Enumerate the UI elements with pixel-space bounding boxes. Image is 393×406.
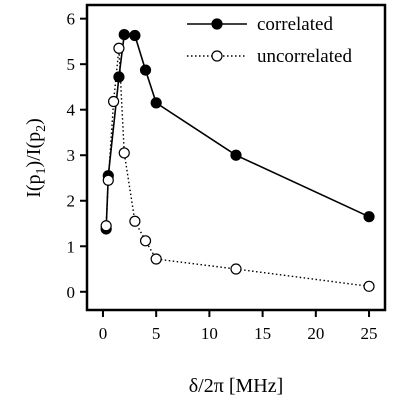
data-point-correlated <box>129 29 141 42</box>
y-label-part-2: )/I(p <box>23 132 45 168</box>
legend: correlated uncorrelated <box>187 14 352 67</box>
data-point-uncorrelated <box>150 253 162 265</box>
data-point-uncorrelated <box>129 215 141 227</box>
y-tick-label: 1 <box>67 237 76 256</box>
data-point-uncorrelated <box>230 263 242 275</box>
x-tick-label: 25 <box>361 324 378 343</box>
plot-frame <box>85 3 387 312</box>
data-point-uncorrelated <box>108 95 120 108</box>
y-tick-label: 5 <box>67 55 76 74</box>
legend-marker-correlated <box>211 18 223 30</box>
x-tick-label: 0 <box>99 324 108 343</box>
data-point-correlated <box>150 97 162 109</box>
y-label-sub-2: 2 <box>34 125 49 132</box>
data-point-uncorrelated <box>113 42 125 54</box>
legend-label-correlated: correlated <box>257 14 333 35</box>
y-label-part-3: ) <box>23 118 45 125</box>
data-point-uncorrelated <box>102 174 114 186</box>
data-point-correlated <box>230 149 242 161</box>
data-point-correlated <box>139 64 152 76</box>
data-point-uncorrelated <box>100 220 112 232</box>
x-tick-label: 20 <box>307 324 324 343</box>
y-axis-label: I(p1)/I(p2) <box>23 118 49 198</box>
y-tick-label: 3 <box>67 146 76 165</box>
data-point-uncorrelated <box>363 280 375 292</box>
data-point-correlated <box>363 211 375 223</box>
data-point-correlated <box>118 28 130 41</box>
legend-marker-uncorrelated <box>211 50 223 62</box>
x-tick-label: 15 <box>254 324 271 343</box>
y-tick-label: 2 <box>67 192 76 211</box>
data-point-correlated <box>113 71 125 83</box>
y-label-part-1: I(p <box>23 174 45 197</box>
y-tick-label: 0 <box>67 283 76 302</box>
y-tick-label: 4 <box>67 101 76 120</box>
series-markers <box>100 28 375 292</box>
y-label-sub-1: 1 <box>34 167 49 174</box>
legend-label-uncorrelated: uncorrelated <box>257 46 352 67</box>
x-tick-label: 5 <box>152 324 161 343</box>
data-point-uncorrelated <box>118 147 130 159</box>
tick-group: 0 5 10 15 20 25 0 1 2 3 4 5 6 <box>67 10 378 343</box>
x-axis-label: δ/2π [MHz] <box>189 375 284 397</box>
y-tick-label: 6 <box>67 10 76 29</box>
x-tick-label: 10 <box>201 324 218 343</box>
data-point-uncorrelated <box>139 235 152 247</box>
series-line-uncorrelated <box>105 48 370 288</box>
